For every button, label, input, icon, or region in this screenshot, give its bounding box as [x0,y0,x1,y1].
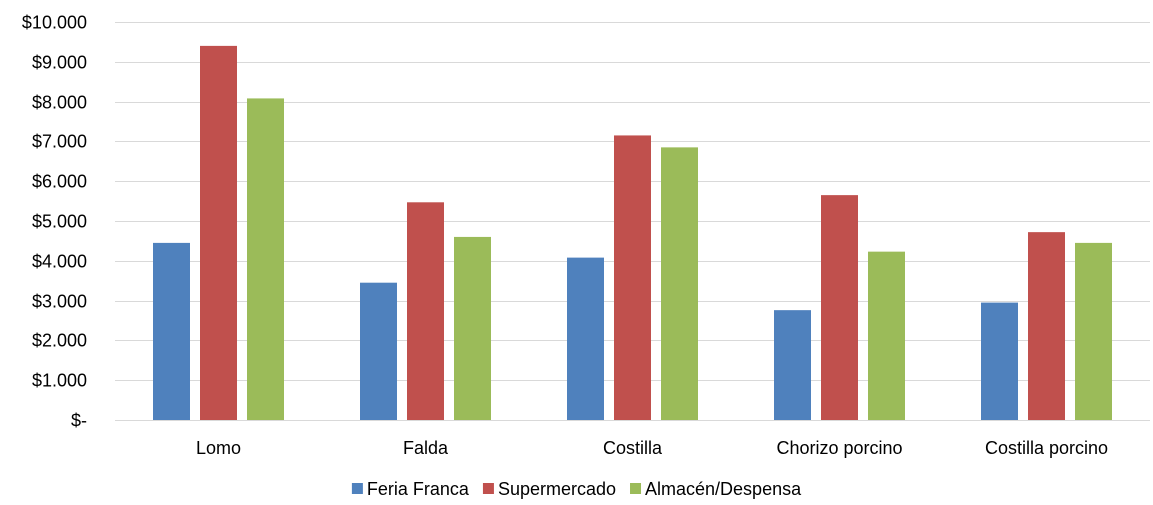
legend-swatch [482,483,494,494]
bar-feria-franca-chorizo-porcino [774,310,811,420]
x-category-label: Falda [403,438,449,458]
y-tick-label: $6.000 [32,172,87,192]
y-tick-label: $9.000 [32,53,87,73]
bar-feria-franca-costilla-porcino [981,302,1018,420]
legend-label: Supermercado [498,479,616,499]
legend-swatch [351,483,363,494]
y-tick-label: $8.000 [32,93,87,113]
bar-supermercado-lomo [200,45,237,420]
y-tick-label: $4.000 [32,252,87,272]
bar-feria-franca-falda [360,282,397,420]
x-category-label: Lomo [196,438,241,458]
bars [153,45,1112,420]
bar-almac-n-despensa-lomo [247,98,284,420]
y-tick-label: $5.000 [32,212,87,232]
x-category-label: Costilla [603,438,663,458]
y-tick-label: $3.000 [32,292,87,312]
legend-label: Feria Franca [367,479,470,499]
bar-supermercado-falda [407,202,444,420]
y-tick-label: $- [71,411,87,431]
y-tick-label: $2.000 [32,331,87,351]
x-axis-category-labels: Lomo Falda Costilla Chorizo porcino Costilla… [196,438,1108,458]
y-tick-label: $1.000 [32,371,87,391]
x-category-label: Costilla porcino [985,438,1108,458]
y-tick-label: $10.000 [22,13,87,33]
legend-label: Almacén/Despensa [645,479,802,499]
legend: Feria Franca Supermercado Almacén/Despensa [351,479,802,499]
bar-almac-n-despensa-costilla-porcino [1075,242,1112,420]
x-category-label: Chorizo porcino [776,438,902,458]
bar-almac-n-despensa-falda [454,236,491,420]
bar-almac-n-despensa-chorizo-porcino [868,251,905,420]
y-axis-tick-labels: $- $1.000 $2.000 $3.000 $4.000 $5.000 $6.000 $7… [22,13,87,431]
y-tick-label: $7.000 [32,132,87,152]
bar-supermercado-costilla [614,135,651,420]
bar-almac-n-despensa-costilla [661,147,698,420]
bar-supermercado-costilla-porcino [1028,232,1065,420]
bar-supermercado-chorizo-porcino [821,195,858,420]
bar-feria-franca-lomo [153,242,190,420]
legend-swatch [630,483,642,494]
bar-feria-franca-costilla [567,257,604,420]
